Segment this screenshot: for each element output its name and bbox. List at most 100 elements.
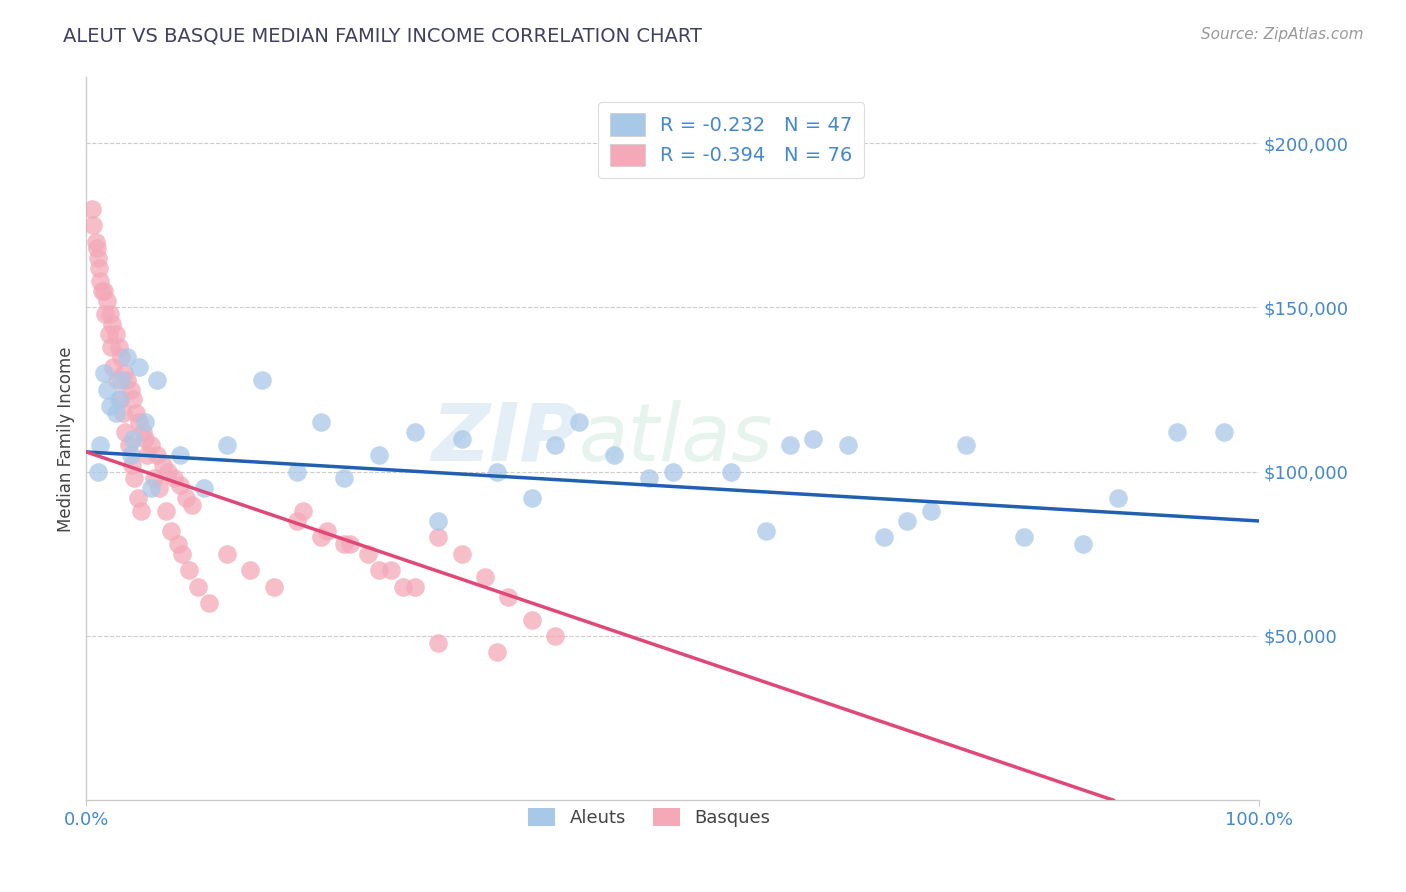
Point — [120, 448, 142, 462]
Point — [520, 613, 543, 627]
Point — [134, 416, 156, 430]
Point — [239, 563, 262, 577]
Point — [520, 491, 543, 505]
Point — [111, 405, 134, 419]
Point — [1071, 537, 1094, 551]
Point — [485, 645, 508, 659]
Point — [87, 251, 110, 265]
Point — [357, 547, 380, 561]
Point — [404, 580, 426, 594]
Point — [82, 219, 104, 233]
Point — [93, 284, 115, 298]
Point — [152, 458, 174, 472]
Point — [110, 350, 132, 364]
Point — [755, 524, 778, 538]
Point — [661, 465, 683, 479]
Point — [263, 580, 285, 594]
Point — [100, 340, 122, 354]
Point — [498, 590, 520, 604]
Point — [89, 260, 111, 275]
Point — [108, 340, 131, 354]
Point — [127, 491, 149, 505]
Point — [84, 235, 107, 249]
Point — [104, 326, 127, 341]
Point — [97, 326, 120, 341]
Point — [603, 448, 626, 462]
Text: atlas: atlas — [579, 400, 773, 478]
Point — [93, 366, 115, 380]
Text: Source: ZipAtlas.com: Source: ZipAtlas.com — [1201, 27, 1364, 42]
Point — [89, 438, 111, 452]
Point — [124, 471, 146, 485]
Point — [250, 373, 273, 387]
Point — [333, 537, 356, 551]
Point — [333, 471, 356, 485]
Point — [720, 465, 742, 479]
Point — [1212, 425, 1234, 440]
Point — [98, 307, 121, 321]
Point — [114, 425, 136, 440]
Point — [309, 416, 332, 430]
Point — [120, 383, 142, 397]
Point — [872, 530, 894, 544]
Point — [779, 438, 801, 452]
Point — [131, 504, 153, 518]
Point — [98, 399, 121, 413]
Point — [187, 580, 209, 594]
Point — [139, 438, 162, 452]
Point — [450, 432, 472, 446]
Point — [404, 425, 426, 440]
Point — [172, 547, 194, 561]
Point — [117, 350, 139, 364]
Point — [368, 448, 391, 462]
Point — [101, 317, 124, 331]
Point — [215, 438, 238, 452]
Point — [110, 392, 132, 407]
Point — [309, 530, 332, 544]
Point — [368, 563, 391, 577]
Point — [315, 524, 337, 538]
Point — [380, 563, 402, 577]
Point — [215, 547, 238, 561]
Point — [544, 438, 567, 452]
Text: ZIP: ZIP — [432, 400, 579, 478]
Point — [139, 481, 162, 495]
Point — [117, 373, 139, 387]
Point — [117, 438, 139, 452]
Point — [143, 471, 166, 485]
Point — [145, 448, 167, 462]
Point — [1107, 491, 1129, 505]
Point — [544, 629, 567, 643]
Point — [163, 471, 186, 485]
Point — [90, 284, 112, 298]
Point — [86, 241, 108, 255]
Point — [110, 373, 132, 387]
Point — [955, 438, 977, 452]
Point — [169, 478, 191, 492]
Point — [157, 465, 180, 479]
Point — [174, 491, 197, 505]
Point — [392, 580, 415, 594]
Point — [166, 537, 188, 551]
Point — [96, 293, 118, 308]
Point — [801, 432, 824, 446]
Point — [131, 425, 153, 440]
Point — [920, 504, 942, 518]
Text: ALEUT VS BASQUE MEDIAN FAMILY INCOME CORRELATION CHART: ALEUT VS BASQUE MEDIAN FAMILY INCOME COR… — [63, 27, 702, 45]
Point — [96, 383, 118, 397]
Point — [136, 448, 159, 462]
Point — [169, 448, 191, 462]
Point — [155, 504, 177, 518]
Point — [124, 405, 146, 419]
Point — [122, 432, 145, 446]
Point — [427, 514, 450, 528]
Point — [427, 530, 450, 544]
Point — [837, 438, 859, 452]
Y-axis label: Median Family Income: Median Family Income — [58, 346, 75, 532]
Point — [148, 481, 170, 495]
Point — [193, 481, 215, 495]
Point — [128, 416, 150, 430]
Point — [339, 537, 361, 551]
Point — [179, 563, 201, 577]
Point — [159, 524, 181, 538]
